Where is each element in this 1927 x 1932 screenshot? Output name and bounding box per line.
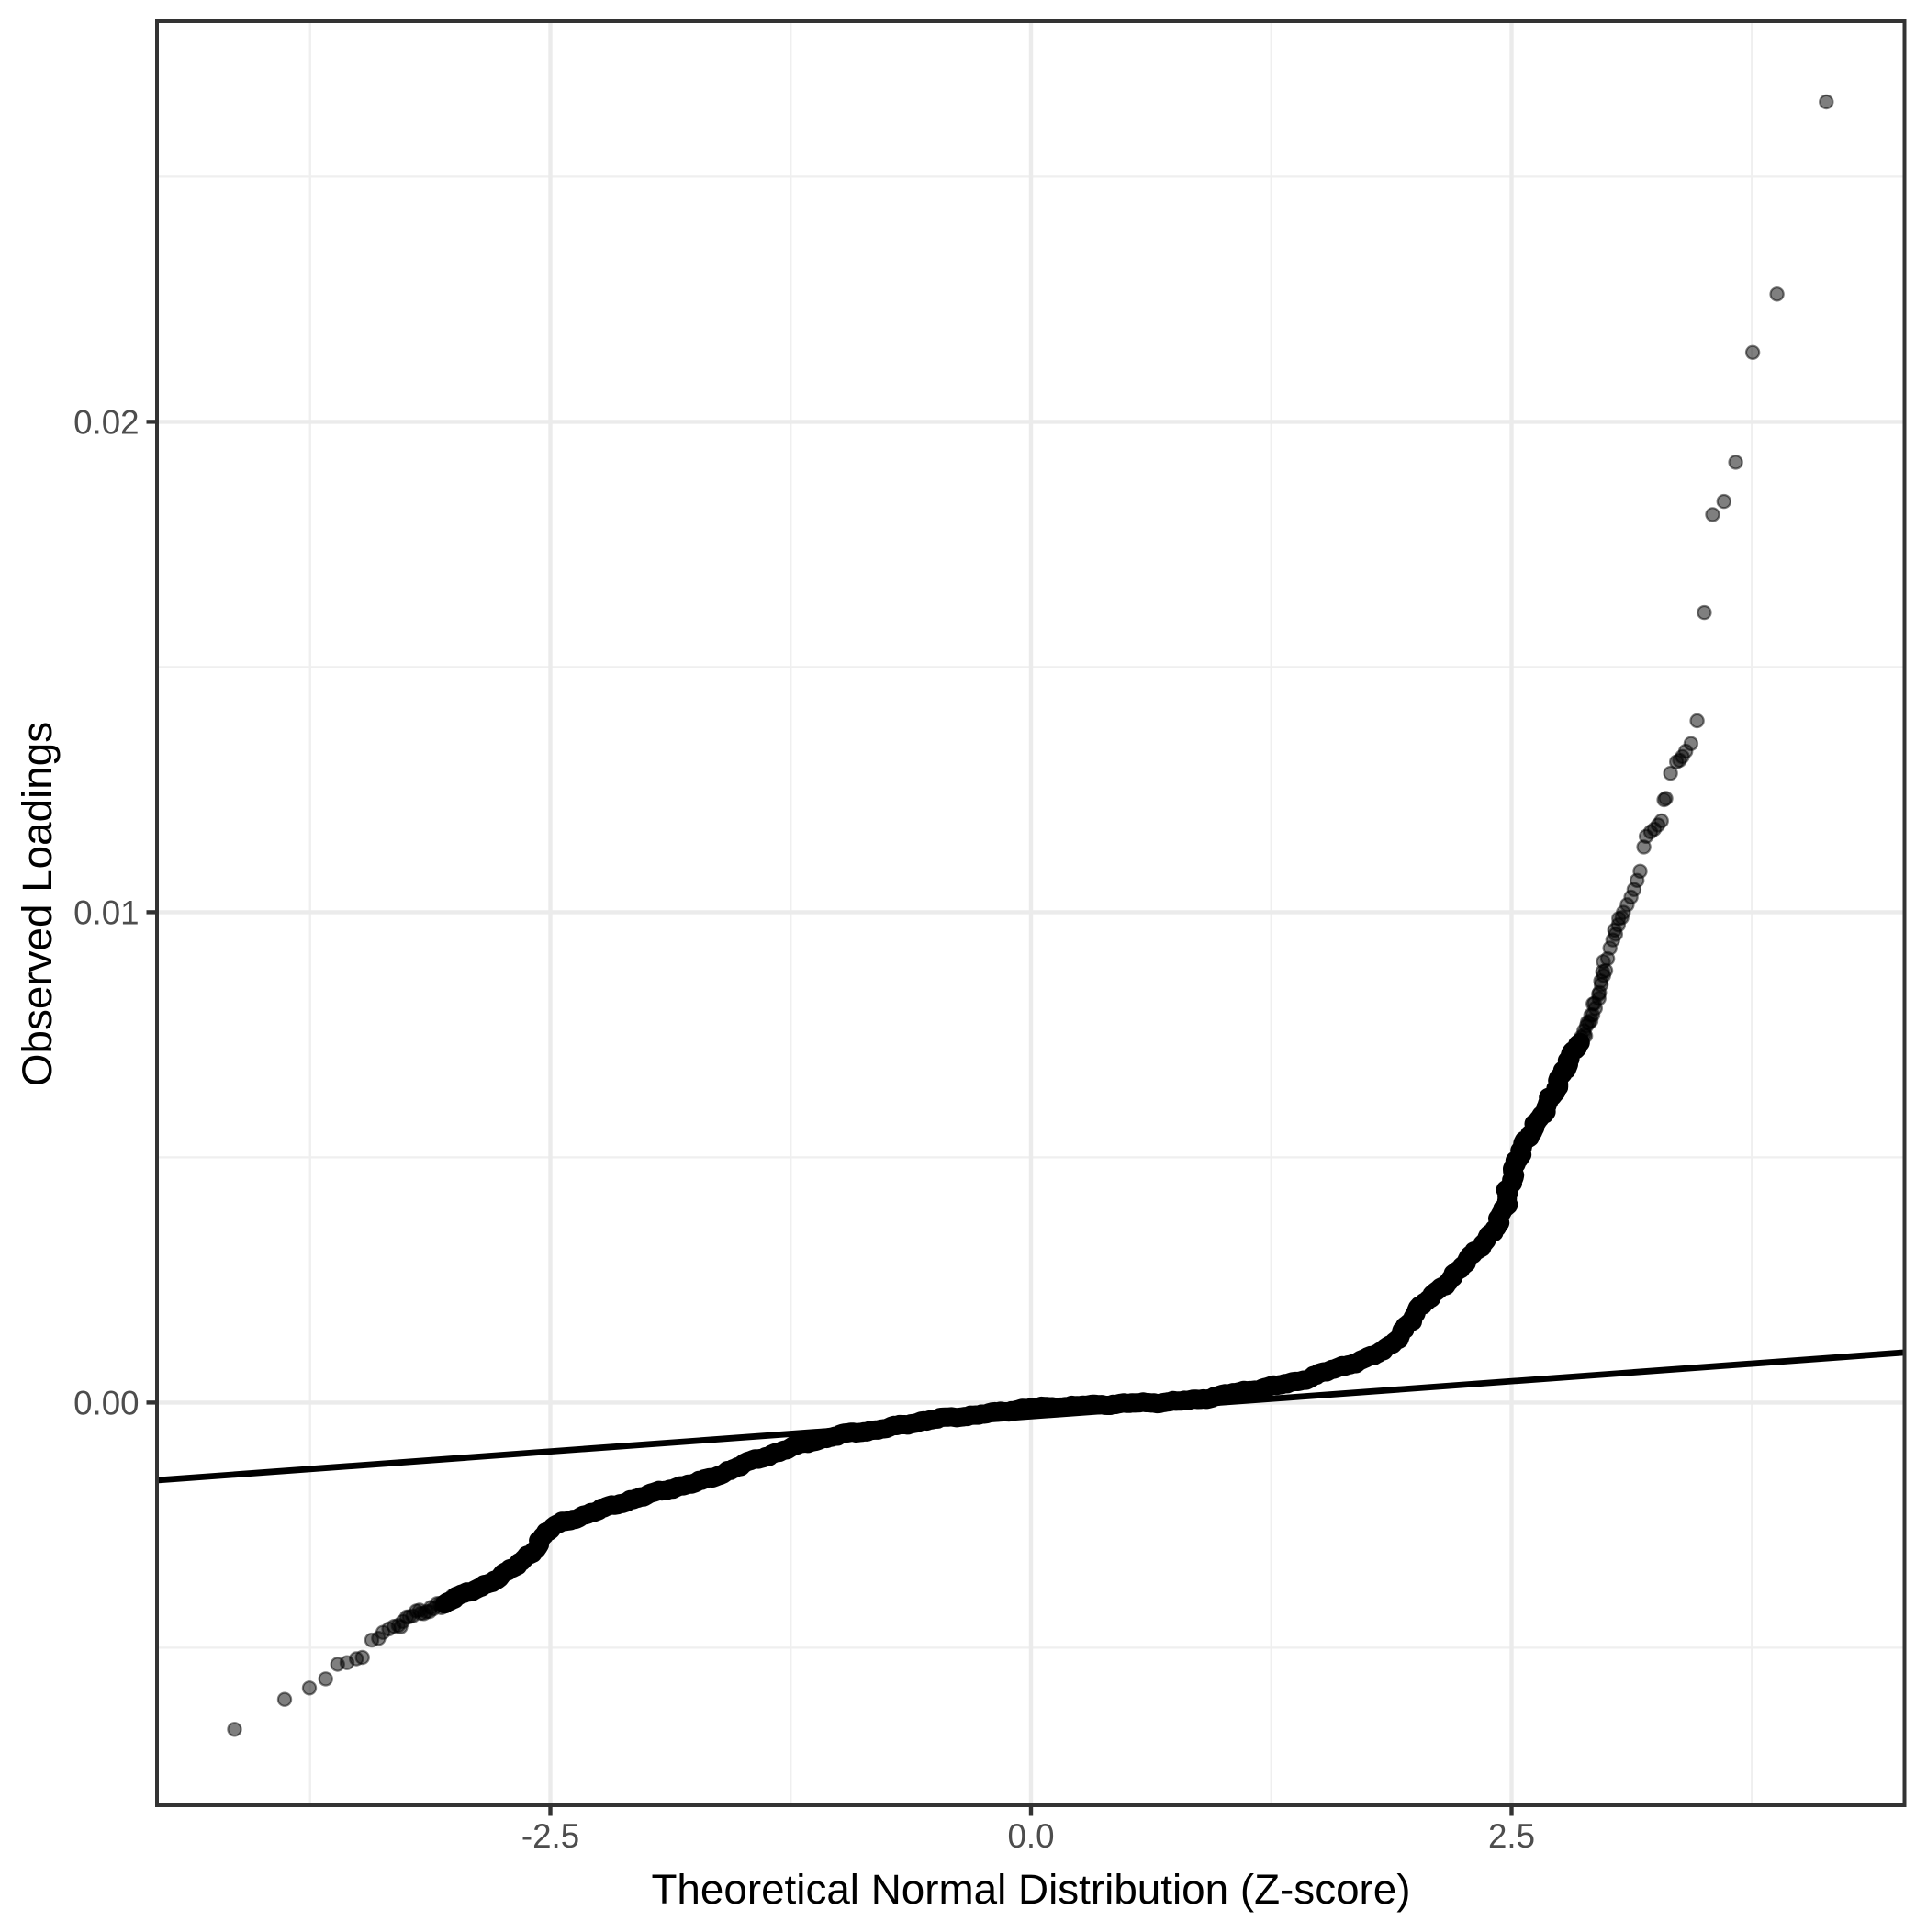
svg-text:0.0: 0.0 bbox=[1007, 1817, 1054, 1855]
svg-text:Theoretical Normal Distributio: Theoretical Normal Distribution (Z-score… bbox=[651, 1866, 1410, 1913]
svg-text:0.00: 0.00 bbox=[73, 1385, 139, 1422]
svg-text:0.02: 0.02 bbox=[73, 404, 139, 442]
svg-text:0.01: 0.01 bbox=[73, 894, 139, 932]
svg-text:Observed Loadings: Observed Loadings bbox=[14, 722, 61, 1086]
svg-text:2.5: 2.5 bbox=[1488, 1817, 1535, 1855]
svg-text:-2.5: -2.5 bbox=[521, 1817, 579, 1855]
